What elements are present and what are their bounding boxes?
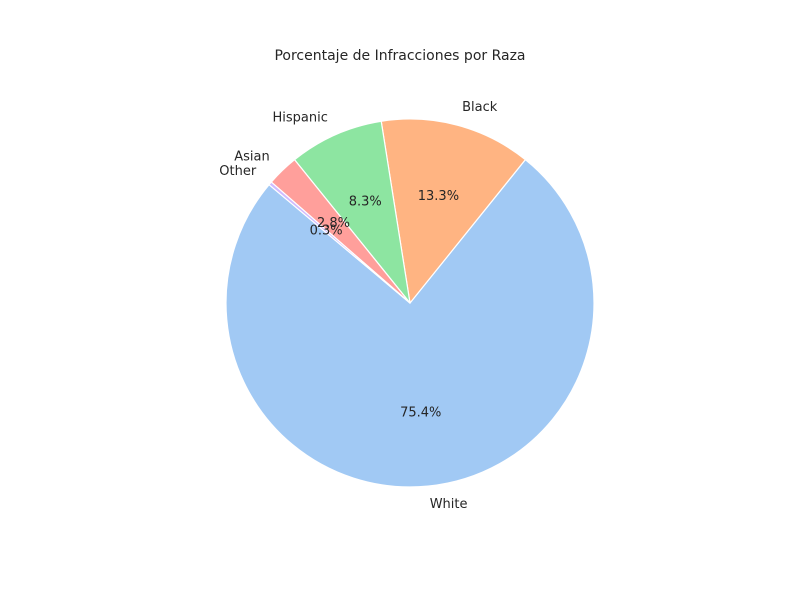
slice-label-asian: Asian — [234, 150, 269, 165]
slices-layer — [225, 118, 595, 488]
labels-layer: White 75.4% Black 13.3% Hispanic 8.3% Asian 2.8… — [219, 100, 497, 512]
slice-label-black: Black — [462, 100, 498, 115]
slice-percent-other: 0.3% — [310, 224, 343, 239]
pie-slice-white — [225, 159, 595, 488]
chart-title: Porcentaje de Infracciones por Raza — [274, 48, 526, 64]
pie-slice-other — [268, 181, 411, 304]
slice-percent-asian: 2.8% — [317, 216, 350, 231]
slice-label-other: Other — [219, 164, 257, 179]
slice-label-white: White — [430, 497, 468, 512]
pie-slice-black — [380, 118, 526, 304]
pie-slice-hispanic — [293, 120, 411, 304]
slice-percent-black: 13.3% — [418, 189, 459, 204]
slice-percent-hispanic: 8.3% — [349, 195, 382, 210]
slice-label-hispanic: Hispanic — [273, 110, 328, 125]
slice-percent-white: 75.4% — [400, 405, 441, 420]
